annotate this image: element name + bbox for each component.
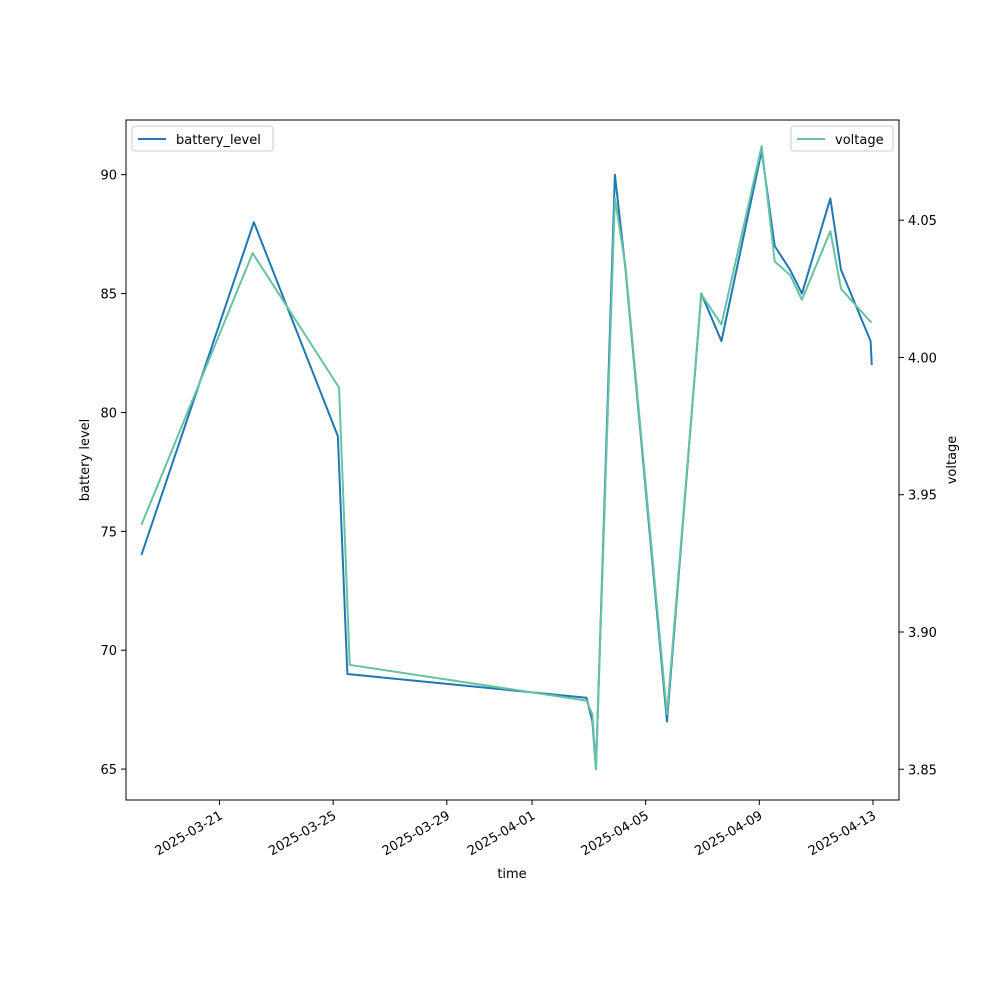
y-axis-left-label: battery level — [78, 419, 93, 502]
legend-box — [131, 125, 274, 152]
y-left-tick-label: 90 — [100, 169, 117, 184]
x-tick-label: 2025-03-29 — [380, 808, 453, 859]
legend-label: voltage — [835, 133, 884, 148]
legend-battery-level: battery_level — [131, 125, 274, 152]
x-tick-label: 2025-04-13 — [806, 808, 879, 859]
axes: 2025-03-21 2025-03-25 2025-03-29 2025-04-01… — [100, 119, 937, 859]
x-tick-label: 2025-04-01 — [465, 808, 538, 859]
series-line-battery-level — [140, 149, 873, 771]
axes-frame — [125, 119, 900, 801]
y-left-tick-label: 70 — [100, 644, 117, 659]
y-left-tick-label: 80 — [100, 406, 117, 421]
plot-area — [140, 145, 873, 771]
series-line-voltage — [140, 145, 872, 771]
x-axis-label: time — [497, 867, 526, 882]
x-tick-label: 2025-03-21 — [153, 808, 226, 859]
x-tick-label: 2025-04-05 — [579, 808, 652, 859]
y-right-tick-label: 3.95 — [908, 489, 937, 504]
y-right-tick-label: 4.00 — [908, 351, 937, 366]
y-right-tick-label: 4.05 — [908, 214, 937, 229]
legend-voltage: voltage — [790, 125, 894, 152]
y-left-tick-label: 85 — [100, 288, 117, 303]
y-left-tick-label: 65 — [100, 763, 117, 778]
legends: battery_level voltage — [131, 125, 894, 152]
legend-label: battery_level — [176, 133, 261, 148]
y-right-tick-label: 3.85 — [908, 763, 937, 778]
legend-box — [790, 125, 894, 152]
x-tick-label: 2025-03-25 — [266, 808, 339, 859]
y-axis-right-label: voltage — [945, 436, 960, 485]
y-left-tick-label: 75 — [100, 525, 117, 540]
y-right-tick-label: 3.90 — [908, 626, 937, 641]
x-tick-label: 2025-04-09 — [692, 808, 765, 859]
